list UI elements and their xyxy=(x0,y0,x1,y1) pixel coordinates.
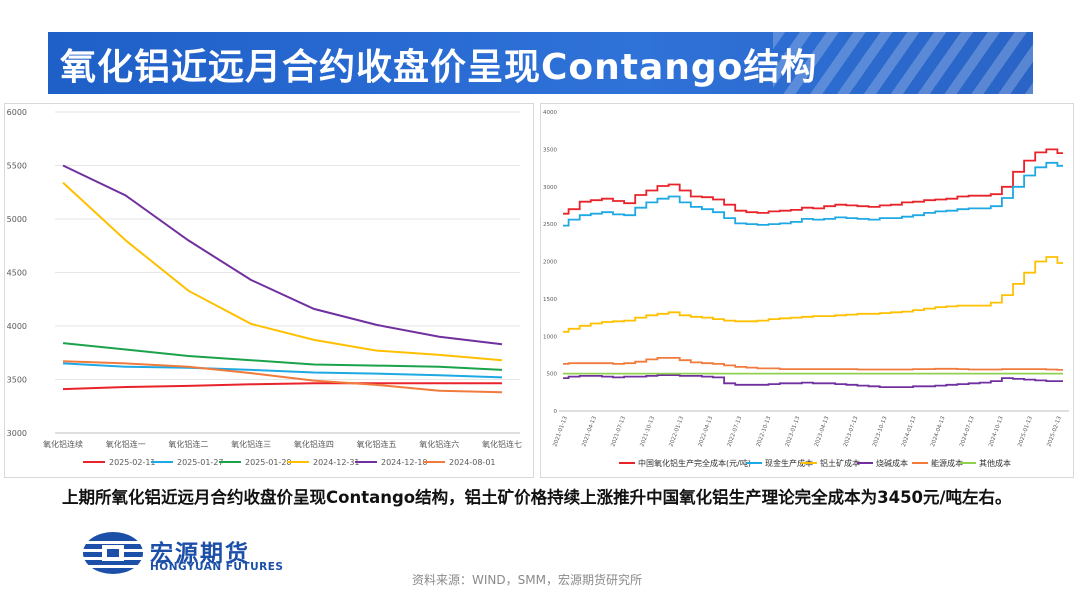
x-tick-label: 氧化铝连六 xyxy=(419,439,459,449)
series-line xyxy=(62,360,503,394)
x-tick-label: 2025-01-13 xyxy=(1017,415,1034,448)
series-line xyxy=(563,161,1063,227)
series-line xyxy=(62,164,503,346)
series-line xyxy=(563,148,1063,215)
legend-label: 2025-01-20 xyxy=(245,458,292,467)
x-tick-label: 2023-01-13 xyxy=(785,415,802,448)
x-tick-label: 氧化铝连三 xyxy=(231,439,271,449)
legend-label: 中国氧化铝生产完全成本(元/吨) xyxy=(638,458,751,468)
series-line xyxy=(563,374,1063,388)
summary-paragraph: 上期所氧化铝近远月合约收盘价呈现Contango结构，铝土矿价格持续上涨推升中国… xyxy=(18,484,1068,511)
y-tick-label: 2500 xyxy=(543,222,557,228)
legend-label: 2024-12-10 xyxy=(381,458,428,467)
page-title: 氧化铝近远月合约收盘价呈现Contango结构 xyxy=(60,47,818,88)
x-tick-label: 2022-01-13 xyxy=(669,415,686,448)
x-tick-label: 氧化铝连续 xyxy=(43,439,83,449)
y-tick-label: 4000 xyxy=(543,110,557,116)
y-tick-label: 4500 xyxy=(7,269,27,278)
x-tick-label: 2024-10-13 xyxy=(988,415,1005,448)
y-tick-label: 500 xyxy=(547,372,558,378)
series-line xyxy=(62,342,503,371)
y-tick-label: 3500 xyxy=(543,147,557,153)
futures-curve-chart: 3000 3500 4000 4500 5000 5500 6000 氧化铝连续 氧化铝连一 氧化… xyxy=(4,103,534,478)
summary-text: 上期所氧化铝近远月合约收盘价呈现Contango结构，铝土矿价格持续上涨推升中国… xyxy=(62,488,1012,507)
x-tick-label: 氧化铝连五 xyxy=(357,439,397,449)
x-tick-label: 2022-07-13 xyxy=(727,415,744,448)
y-tick-label: 0 xyxy=(554,409,558,415)
legend-label: 其他成本 xyxy=(979,458,1011,468)
x-tick-label: 2025-02-13 xyxy=(1046,415,1063,448)
cost-svg: 0 500 1000 1500 2000 2500 3000 3500 4000 2021-01-… xyxy=(543,110,1069,468)
legend-label: 铝土矿成本 xyxy=(820,458,860,468)
y-tick-label: 1500 xyxy=(543,297,557,303)
y-tick-label: 2000 xyxy=(543,260,557,266)
cost-chart: 0 500 1000 1500 2000 2500 3000 3500 4000 2021-01-… xyxy=(540,103,1074,478)
x-tick-label: 2024-07-13 xyxy=(959,415,976,448)
logo-mark-icon xyxy=(80,532,146,574)
y-tick-label: 5000 xyxy=(7,215,27,224)
y-tick-label: 3000 xyxy=(7,429,27,438)
x-tick-label: 氧化铝连二 xyxy=(168,439,208,449)
y-tick-label: 1000 xyxy=(543,334,557,340)
legend-label: 2024-12-31 xyxy=(313,458,360,467)
company-logo: 宏源期货 HONGYUAN FUTURES xyxy=(80,528,320,578)
x-tick-label: 2024-04-13 xyxy=(930,415,947,448)
legend-label: 2025-02-11 xyxy=(109,458,156,467)
series-line xyxy=(62,382,502,391)
x-tick-label: 氧化铝连一 xyxy=(106,439,146,449)
legend-label: 烧碱成本 xyxy=(876,458,908,468)
y-tick-label: 3000 xyxy=(543,185,557,191)
x-tick-label: 2024-01-13 xyxy=(901,415,918,448)
title-banner: 氧化铝近远月合约收盘价呈现Contango结构 xyxy=(48,32,1033,94)
x-tick-label: 氧化铝连四 xyxy=(294,439,334,449)
series-line xyxy=(62,181,503,362)
x-tick-label: 2023-07-13 xyxy=(843,415,860,448)
series-line xyxy=(563,357,1063,371)
series-line xyxy=(62,362,503,379)
y-tick-label: 6000 xyxy=(7,108,27,117)
x-tick-label: 2022-04-13 xyxy=(698,415,715,448)
x-tick-label: 氧化铝连七 xyxy=(482,439,522,449)
y-tick-label: 4000 xyxy=(7,322,27,331)
banner-stripes xyxy=(773,32,1033,94)
logo-name-en: HONGYUAN FUTURES xyxy=(150,561,284,573)
legend-label: 现金生产成本 xyxy=(765,458,813,468)
futures-curve-svg: 3000 3500 4000 4500 5000 5500 6000 氧化铝连续 氧化铝连一 氧化… xyxy=(7,108,522,467)
x-tick-label: 2021-04-13 xyxy=(581,415,598,448)
x-tick-label: 2023-04-13 xyxy=(814,415,831,448)
x-tick-label: 2023-10-13 xyxy=(872,415,889,448)
legend-label: 2025-01-27 xyxy=(177,458,224,467)
y-tick-label: 5500 xyxy=(7,162,27,171)
legend-label: 2024-08-01 xyxy=(449,458,496,467)
x-tick-label: 2021-01-13 xyxy=(552,415,569,448)
legend-label: 能源成本 xyxy=(931,458,963,468)
x-tick-label: 2021-07-13 xyxy=(610,415,627,448)
x-tick-label: 2022-10-13 xyxy=(756,415,773,448)
source-note: 资料来源：WIND，SMM，宏源期货研究所 xyxy=(412,573,642,587)
series-line xyxy=(563,256,1063,333)
x-tick-label: 2021-10-13 xyxy=(639,415,656,448)
y-tick-label: 3500 xyxy=(7,376,27,385)
logo-name-cn: 宏源期货 xyxy=(150,541,250,567)
